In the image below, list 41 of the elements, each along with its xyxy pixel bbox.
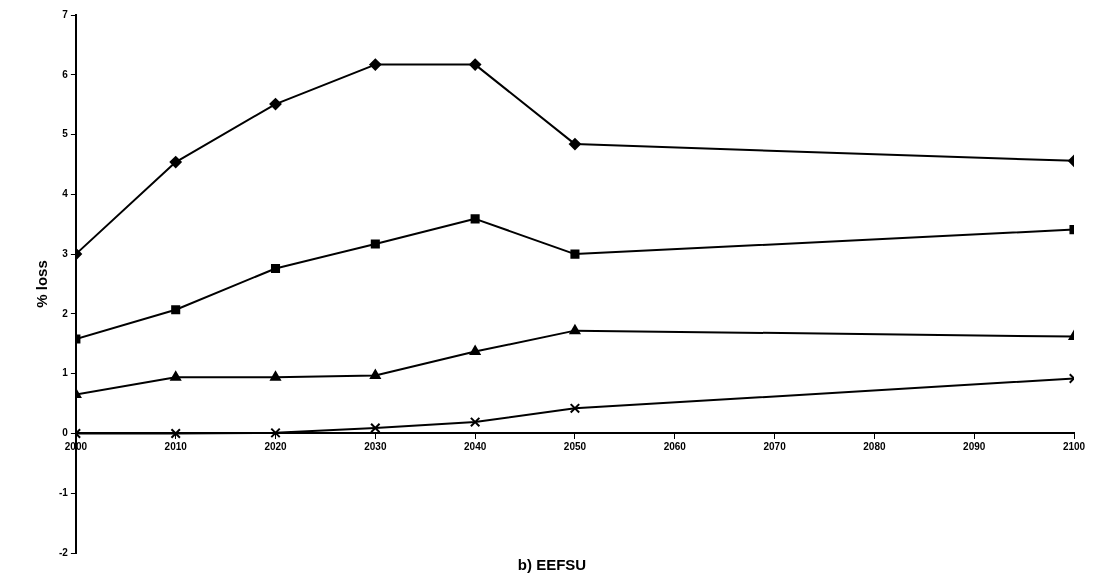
y-tick-label: 6 — [62, 68, 69, 80]
y-tick-label: 4 — [62, 188, 69, 200]
y-tick-label: 5 — [62, 128, 69, 140]
text: b) EEFSU — [517, 556, 587, 574]
point — [570, 249, 580, 259]
point — [169, 156, 182, 169]
x-tick-label: 2070 — [763, 441, 787, 453]
point — [469, 416, 481, 428]
point — [171, 305, 181, 315]
point — [469, 58, 482, 71]
x-tick-label: 2060 — [663, 441, 687, 453]
point — [469, 345, 481, 356]
point — [569, 403, 581, 414]
y-tick-label: 1 — [62, 367, 69, 379]
point — [269, 98, 282, 111]
point — [370, 239, 380, 249]
point — [270, 263, 281, 273]
point — [569, 324, 581, 335]
y-tick-label: 3 — [62, 247, 69, 259]
point — [470, 214, 480, 224]
x-tick-label: 2050 — [563, 441, 587, 453]
point — [270, 371, 281, 381]
y-axis-title: % loss — [33, 260, 51, 308]
x-tick-label: 2100 — [1062, 441, 1086, 453]
x-tick-label: 2090 — [963, 441, 986, 453]
x-tick-label: 2040 — [464, 441, 487, 453]
y-tick-label: -1 — [58, 486, 69, 498]
point — [170, 428, 181, 439]
point — [568, 138, 581, 151]
y-tick-label: 0 — [62, 427, 69, 439]
x-tick-label: 2020 — [264, 441, 288, 453]
x-tick-label: 2010 — [164, 441, 188, 453]
point — [369, 369, 381, 379]
x-tick-label: 2030 — [364, 441, 387, 453]
y-tick-label: -2 — [58, 546, 69, 558]
x-tick-label: 2080 — [863, 441, 886, 453]
point — [369, 58, 382, 71]
point — [270, 427, 281, 439]
point — [170, 371, 182, 381]
y-tick-label: 2 — [62, 307, 69, 319]
y-tick-label: 7 — [62, 8, 69, 20]
